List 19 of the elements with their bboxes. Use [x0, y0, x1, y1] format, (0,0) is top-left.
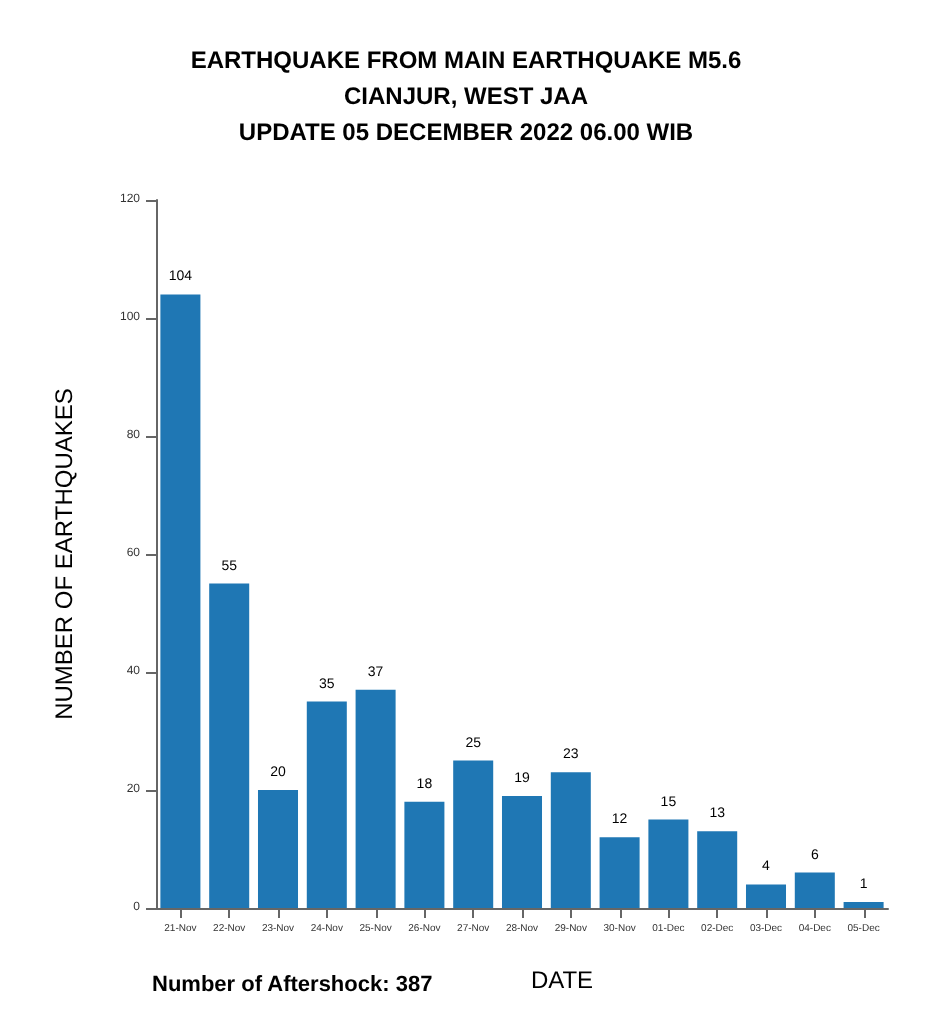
- bar: [550, 772, 591, 908]
- bar: [843, 902, 884, 908]
- text: Number of Aftershock: 387: [152, 973, 433, 997]
- bar: [160, 294, 201, 908]
- bar: [599, 837, 640, 908]
- bar: [306, 701, 347, 908]
- x-axis-title: DATE: [530, 966, 594, 994]
- bar: [453, 760, 494, 908]
- bar: [257, 790, 299, 908]
- bar: [501, 795, 543, 908]
- bar: [209, 583, 250, 908]
- y-axis-title: NUMBER OF EARTHQUAKES: [50, 388, 78, 720]
- bar: [404, 801, 445, 908]
- chart-title: EARTHQUAKE FROM MAIN EARTHQUAKE M5.6 CIANJUR, WEST JAA UPDATE 05 DECEMBER 2022 06.00 WIB: [190, 46, 742, 146]
- bar: [355, 689, 396, 908]
- bar: [648, 819, 689, 908]
- bar: [697, 831, 738, 908]
- bar: [794, 872, 835, 908]
- bar: [745, 884, 787, 908]
